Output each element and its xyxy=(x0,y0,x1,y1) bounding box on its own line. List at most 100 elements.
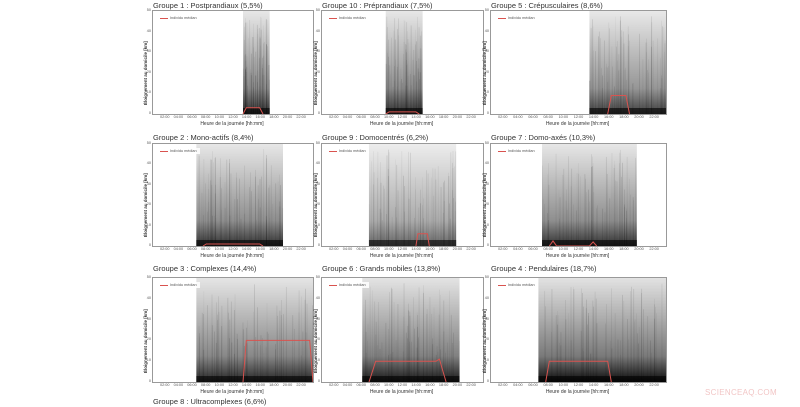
x-tick: 10:00 xyxy=(383,383,394,387)
x-axis-label: Heure de la journée [hh:mm] xyxy=(369,253,434,259)
y-tick: 20 xyxy=(146,69,151,74)
x-tick: 06:00 xyxy=(528,247,538,251)
y-tick: 0 xyxy=(148,243,151,247)
x-tick: 16:00 xyxy=(603,383,614,387)
y-tick: 40 xyxy=(315,161,320,166)
median-line-swatch-icon xyxy=(498,17,506,19)
panel-title: Groupe 7 : Domo-axés (10,3%) xyxy=(491,133,596,142)
y-tick: 20 xyxy=(146,202,151,207)
x-axis-ticks: 02:00 04:00 06:00 08:00 10:00 12:00 14:00 16:00… xyxy=(329,247,476,251)
trajectory-density xyxy=(196,278,313,382)
legend-label: Individu médian xyxy=(508,149,535,153)
x-tick: 08:00 xyxy=(543,383,553,387)
median-line xyxy=(548,240,598,246)
median-line-swatch-icon xyxy=(160,150,168,152)
legend: Individu médian xyxy=(326,15,369,21)
x-axis-label: Heure de la journée [hh:mm] xyxy=(545,121,610,127)
x-tick: 20:00 xyxy=(282,383,293,387)
x-tick: 06:00 xyxy=(356,383,366,387)
y-axis-ticks: 0 10 20 30 40 50 xyxy=(146,8,151,115)
x-axis-ticks: 02:00 04:00 06:00 08:00 10:00 12:00 14:00 16:00… xyxy=(160,115,306,119)
x-axis-ticks: 02:00 04:00 06:00 08:00 10:00 12:00 14:00 16:00… xyxy=(498,383,659,387)
x-axis-label: Heure de la journée [hh:mm] xyxy=(369,121,434,127)
x-tick: 08:00 xyxy=(370,115,380,119)
x-tick: 02:00 xyxy=(329,115,339,119)
y-tick: 20 xyxy=(146,337,151,342)
y-tick: 10 xyxy=(315,358,320,363)
y-tick: 10 xyxy=(146,358,151,363)
x-tick: 04:00 xyxy=(342,383,353,387)
median-line-swatch-icon xyxy=(160,17,168,19)
y-tick: 0 xyxy=(317,111,320,115)
x-tick: 18:00 xyxy=(269,115,279,119)
y-tick: 10 xyxy=(146,90,151,95)
x-tick: 12:00 xyxy=(573,247,584,251)
y-tick: 30 xyxy=(146,181,151,186)
plot-area: Individu médian xyxy=(152,277,314,383)
y-tick: 40 xyxy=(315,295,320,300)
x-tick: 16:00 xyxy=(255,383,265,387)
x-tick: 12:00 xyxy=(573,383,584,387)
x-tick: 02:00 xyxy=(329,247,339,251)
legend: Individu médian xyxy=(495,15,538,21)
median-line xyxy=(202,243,264,246)
legend: Individu médian xyxy=(157,148,200,154)
y-tick: 0 xyxy=(486,111,489,115)
x-tick: 20:00 xyxy=(452,383,463,387)
y-tick: 50 xyxy=(146,8,151,12)
x-axis-label: Heure de la journée [hh:mm] xyxy=(545,253,610,259)
median-line xyxy=(415,233,430,246)
x-tick: 08:00 xyxy=(543,247,553,251)
y-tick: 30 xyxy=(146,49,151,54)
x-tick: 06:00 xyxy=(528,115,538,119)
legend-label: Individu médian xyxy=(508,16,535,20)
x-tick: 12:00 xyxy=(228,383,238,387)
y-tick: 30 xyxy=(315,181,320,186)
y-tick: 20 xyxy=(484,202,489,207)
x-tick: 16:00 xyxy=(255,247,265,251)
x-tick: 22:00 xyxy=(296,115,306,119)
x-tick: 14:00 xyxy=(588,115,599,119)
x-tick: 22:00 xyxy=(649,115,659,119)
legend: Individu médian xyxy=(495,148,538,154)
x-tick: 08:00 xyxy=(370,383,380,387)
x-tick: 02:00 xyxy=(498,247,508,251)
x-tick: 02:00 xyxy=(160,115,170,119)
x-tick: 06:00 xyxy=(356,247,366,251)
legend-label: Individu médian xyxy=(170,149,197,153)
trajectory-density xyxy=(368,144,457,246)
x-tick: 12:00 xyxy=(397,115,408,119)
y-tick: 30 xyxy=(484,181,489,186)
x-tick: 20:00 xyxy=(452,247,463,251)
x-tick: 04:00 xyxy=(342,247,353,251)
x-tick: 04:00 xyxy=(342,115,353,119)
x-tick: 16:00 xyxy=(255,115,265,119)
x-tick: 04:00 xyxy=(513,247,523,251)
x-tick: 12:00 xyxy=(228,115,238,119)
y-tick: 10 xyxy=(315,90,320,95)
x-tick: 18:00 xyxy=(619,383,629,387)
x-tick: 08:00 xyxy=(543,115,553,119)
x-tick: 10:00 xyxy=(558,383,569,387)
x-axis-ticks: 02:00 04:00 06:00 08:00 10:00 12:00 14:00 16:00… xyxy=(329,383,476,387)
y-tick: 30 xyxy=(484,316,489,321)
plot-area: Individu médian xyxy=(490,10,667,115)
x-tick: 16:00 xyxy=(425,247,435,251)
x-tick: 04:00 xyxy=(173,247,184,251)
median-line xyxy=(242,107,264,114)
x-axis-ticks: 02:00 04:00 06:00 08:00 10:00 12:00 14:00 16:00… xyxy=(329,115,476,119)
y-tick: 30 xyxy=(484,49,489,54)
legend-label: Individu médian xyxy=(339,149,366,153)
legend: Individu médian xyxy=(495,282,538,288)
y-tick: 40 xyxy=(146,295,151,300)
y-tick: 0 xyxy=(317,243,320,247)
y-tick: 10 xyxy=(484,358,489,363)
y-axis-ticks: 0 10 20 30 40 50 xyxy=(315,275,320,383)
x-tick: 14:00 xyxy=(411,115,421,119)
panel-title: Groupe 3 : Complexes (14,4%) xyxy=(153,264,257,273)
x-tick: 06:00 xyxy=(187,383,197,387)
x-axis-ticks: 02:00 04:00 06:00 08:00 10:00 12:00 14:00 16:00… xyxy=(498,115,659,119)
y-tick: 10 xyxy=(484,222,489,227)
legend-label: Individu médian xyxy=(508,283,535,287)
x-tick: 10:00 xyxy=(558,247,569,251)
